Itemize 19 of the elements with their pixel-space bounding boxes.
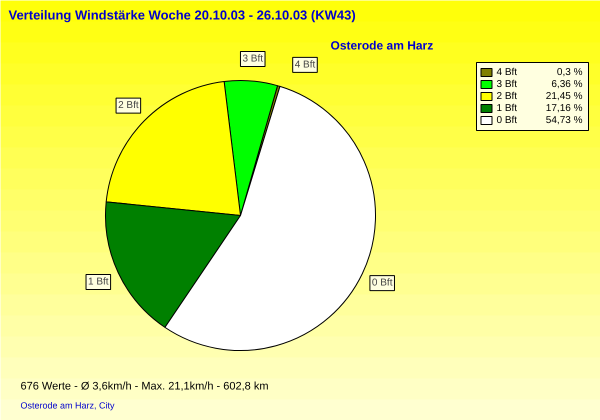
data-label: 17,16 %: [546, 103, 583, 114]
slice-label: 4 Bft: [294, 59, 316, 70]
data-label: 0,3 %: [556, 67, 583, 78]
data-label: 6,36 %: [551, 79, 583, 90]
legend-label: 0 Bft: [496, 115, 518, 126]
text: Osterode am Harz, City: [20, 400, 116, 410]
chart-subtitle: Osterode am Harz: [330, 38, 434, 52]
legend-label: 2 Bft: [496, 91, 518, 102]
legend-label: 1 Bft: [496, 103, 518, 114]
data-label: 54,73 %: [546, 115, 583, 126]
slice-label: 3 Bft: [242, 53, 264, 64]
data-label: 21,45 %: [546, 91, 583, 102]
legend-label: 4 Bft: [496, 67, 518, 78]
slice-label: 0 Bft: [372, 278, 393, 289]
slice-label: 1 Bft: [88, 276, 109, 288]
slice-label: 2 Bft: [118, 100, 139, 112]
legend-label: 3 Bft: [496, 79, 518, 90]
chart-title: Verteilung Windstärke Woche 20.10.03 - 26.10.03 (KW43): [8, 8, 356, 22]
text: 676 Werte - Ø 3,6km/h - Max. 21,1km/h - 602,8 km: [20, 380, 268, 392]
